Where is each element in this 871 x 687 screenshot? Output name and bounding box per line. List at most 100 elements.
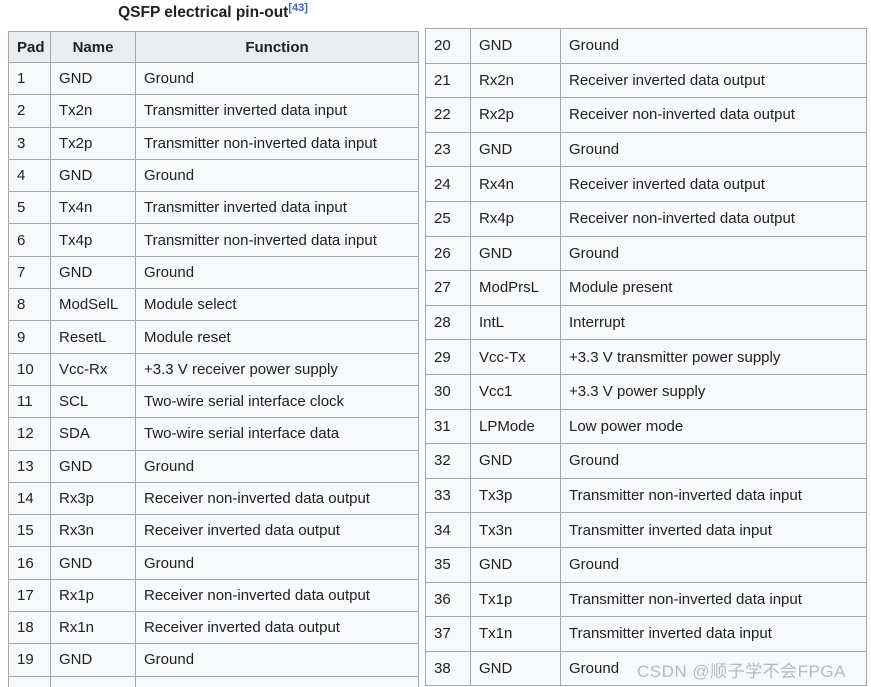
table-row: 24 Rx4n Receiver inverted data output <box>425 166 867 202</box>
table-row: 10 Vcc-Rx +3.3 V receiver power supply <box>8 352 419 386</box>
name-cell: ModPrsL <box>470 270 561 306</box>
name-cell: Tx3n <box>470 512 561 548</box>
pad-cell: 24 <box>425 166 471 202</box>
pad-cell: 30 <box>425 373 471 410</box>
function-cell: Ground <box>135 449 419 483</box>
function-cell: Two-wire serial interface clock <box>135 384 419 419</box>
name-cell: Tx1p <box>470 581 561 618</box>
pad-cell: 15 <box>8 514 51 548</box>
name-cell: GND <box>470 650 561 687</box>
function-cell: Receiver inverted data output <box>135 611 419 645</box>
pad-cell: 9 <box>8 320 51 354</box>
reference-link[interactable]: [43] <box>288 1 308 14</box>
function-cell: Ground <box>560 650 867 687</box>
name-cell: GND <box>50 61 136 96</box>
table-row: 30 Vcc1 +3.3 V power supply <box>425 373 867 410</box>
pad-cell: 20 <box>425 28 471 64</box>
empty-cell <box>8 675 51 687</box>
table-row: 22 Rx2p Receiver non-inverted data output <box>425 97 867 133</box>
function-cell: Receiver non-inverted data output <box>560 97 867 133</box>
function-cell: Ground <box>135 61 419 96</box>
table-row: 29 Vcc-Tx +3.3 V transmitter power supply <box>425 339 867 375</box>
name-cell: Tx4n <box>50 191 136 225</box>
pad-cell: 34 <box>425 512 471 548</box>
function-cell: +3.3 V receiver power supply <box>135 352 419 386</box>
pad-cell: 28 <box>425 304 471 341</box>
pad-cell: 26 <box>425 235 471 272</box>
function-cell: Ground <box>135 255 419 290</box>
pad-cell: 37 <box>425 616 471 652</box>
function-cell: Ground <box>560 131 867 168</box>
name-cell: GND <box>470 546 561 583</box>
name-cell: GND <box>470 235 561 272</box>
function-column-header: Function <box>135 31 419 63</box>
pad-cell: 5 <box>8 191 51 225</box>
name-cell: Tx4p <box>50 223 136 257</box>
pad-cell: 16 <box>8 546 51 580</box>
name-column-header: Name <box>50 31 136 63</box>
table-row: 9 ResetL Module reset <box>8 320 419 354</box>
table-row: 27 ModPrsL Module present <box>425 270 867 306</box>
table-row: 20 GND Ground <box>425 28 867 64</box>
function-cell: Ground <box>135 546 419 580</box>
pad-cell: 27 <box>425 270 471 306</box>
pad-cell: 22 <box>425 97 471 133</box>
function-cell: Ground <box>135 643 419 677</box>
table-row: 13 GND Ground <box>8 449 419 483</box>
function-cell: Ground <box>135 158 419 193</box>
pinout-table-right: 20 GND Ground 21 Rx2n Receiver inverted data … <box>425 28 867 687</box>
function-cell: Transmitter inverted data input <box>135 191 419 225</box>
table-row: 12 SDA Two-wire serial interface data <box>8 417 419 451</box>
pad-cell: 23 <box>425 131 471 168</box>
pad-cell: 7 <box>8 255 51 290</box>
table-row: 5 Tx4n Transmitter inverted data input <box>8 191 419 225</box>
table-row: 34 Tx3n Transmitter inverted data input <box>425 512 867 548</box>
name-cell: ResetL <box>50 320 136 354</box>
table-row: 25 Rx4p Receiver non-inverted data output <box>425 200 867 237</box>
pad-cell: 17 <box>8 578 51 613</box>
name-cell: Tx3p <box>470 477 561 514</box>
function-cell: Transmitter non-inverted data input <box>560 477 867 514</box>
pad-column-header: Pad <box>8 31 51 63</box>
function-cell: Transmitter inverted data input <box>560 616 867 652</box>
table-title: QSFP electrical pin-out[43] <box>8 1 418 22</box>
function-cell: Ground <box>560 28 867 64</box>
name-cell: Rx1n <box>50 611 136 645</box>
pad-cell: 32 <box>425 443 471 479</box>
name-cell: GND <box>50 255 136 290</box>
name-cell: GND <box>50 158 136 193</box>
pad-cell: 8 <box>8 288 51 322</box>
table-row: 33 Tx3p Transmitter non-inverted data inpu… <box>425 477 867 514</box>
pad-cell: 6 <box>8 223 51 257</box>
function-cell: Receiver non-inverted data output <box>135 481 419 516</box>
pad-cell: 14 <box>8 481 51 516</box>
pad-cell: 10 <box>8 352 51 386</box>
name-cell: GND <box>50 449 136 483</box>
pad-cell: 12 <box>8 417 51 451</box>
pad-cell: 19 <box>8 643 51 677</box>
pad-cell: 35 <box>425 546 471 583</box>
name-cell: Rx3n <box>50 514 136 548</box>
function-cell: Receiver inverted data output <box>135 514 419 548</box>
function-cell: Module present <box>560 270 867 306</box>
table-row: 37 Tx1n Transmitter inverted data input <box>425 616 867 652</box>
name-cell: GND <box>470 28 561 64</box>
pad-cell: 29 <box>425 339 471 375</box>
name-cell: Vcc1 <box>470 373 561 410</box>
function-cell: Low power mode <box>560 408 867 445</box>
function-cell: Ground <box>560 546 867 583</box>
table-row: 36 Tx1p Transmitter non-inverted data inpu… <box>425 581 867 618</box>
pad-cell: 31 <box>425 408 471 445</box>
name-cell: Rx4n <box>470 166 561 202</box>
name-cell: ModSelL <box>50 288 136 322</box>
table-row: 28 IntL Interrupt <box>425 304 867 341</box>
pinout-table-left: Pad Name Function 1 GND Ground 2 Tx2n Transmi… <box>8 31 419 687</box>
function-cell: +3.3 V power supply <box>560 373 867 410</box>
function-cell: Receiver inverted data output <box>560 62 867 99</box>
name-cell: GND <box>50 643 136 677</box>
name-cell: GND <box>470 131 561 168</box>
name-cell: Tx1n <box>470 616 561 652</box>
empty-cell <box>135 675 419 687</box>
pad-cell: 21 <box>425 62 471 99</box>
name-cell: LPMode <box>470 408 561 445</box>
